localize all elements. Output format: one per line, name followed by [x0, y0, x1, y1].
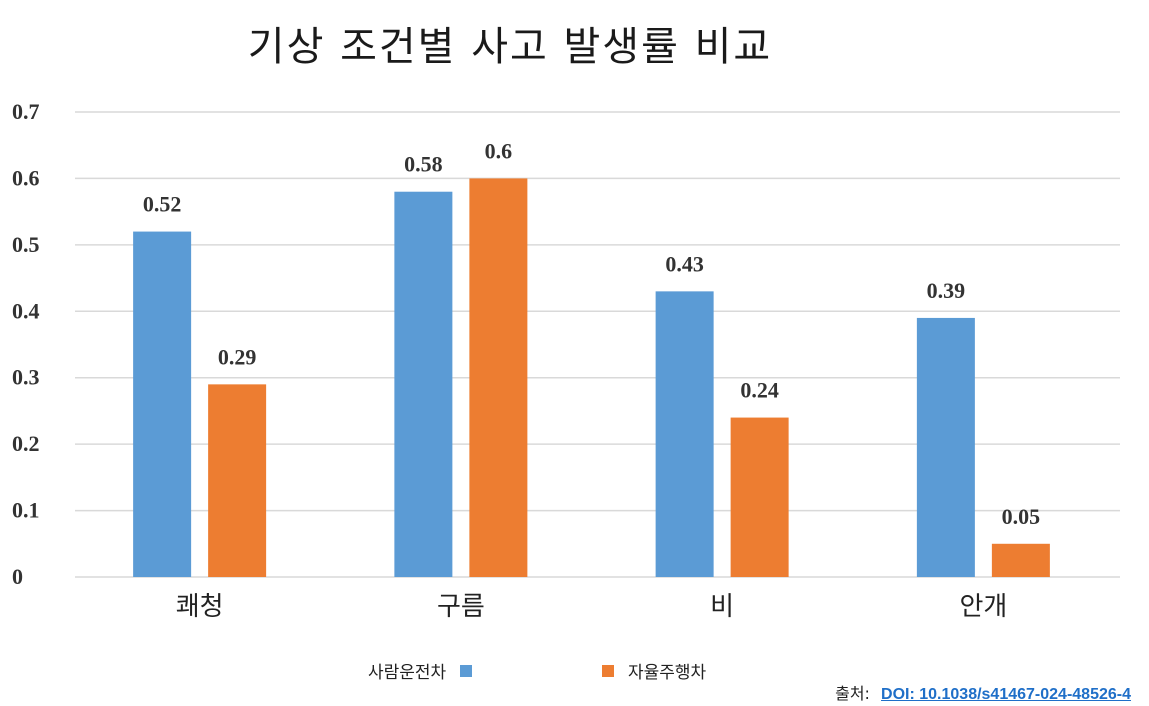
legend-label-human: 사람운전차 [368, 663, 447, 683]
y-tick-label: 0 [12, 564, 23, 589]
data-label: 0.52 [143, 192, 182, 217]
data-label: 0.43 [665, 251, 704, 276]
x-tick-label: 비 [710, 592, 734, 622]
y-tick-label: 0.7 [12, 99, 40, 124]
y-axis-tick-labels: 0 0.1 0.2 0.3 0.4 0.5 0.6 0.7 [12, 99, 40, 589]
x-tick-label: 안개 [959, 592, 1007, 622]
bar-autonomous [991, 543, 1050, 577]
data-label: 0.39 [927, 278, 966, 303]
y-tick-label: 0.1 [12, 498, 40, 523]
bars [133, 178, 1050, 578]
x-axis-tick-labels: 쾌청 구름 비 안개 [176, 592, 1008, 622]
data-labels: 0.52 0.29 0.58 0.6 0.43 0.24 0.39 0.05 [143, 138, 1040, 528]
bar-human [655, 291, 714, 577]
y-tick-label: 0.6 [12, 165, 40, 190]
y-tick-label: 0.2 [12, 431, 40, 456]
bar-human [394, 191, 453, 577]
source-citation: 출처: DOI: 10.1038/s41467-024-48526-4 [835, 680, 1131, 704]
doi-link[interactable]: DOI: 10.1038/s41467-024-48526-4 [881, 686, 1131, 703]
y-tick-label: 0.4 [12, 298, 40, 323]
legend-swatch-autonomous [602, 664, 614, 677]
legend-swatch-human [460, 664, 473, 677]
data-label: 0.58 [404, 152, 443, 177]
bar-autonomous [208, 384, 267, 577]
data-label: 0.6 [485, 138, 513, 163]
bar-autonomous [730, 417, 789, 577]
legend-label-autonomous: 자율주행차 [628, 663, 707, 683]
bar-human [133, 231, 192, 578]
x-tick-label: 구름 [437, 592, 485, 622]
x-tick-label: 쾌청 [176, 592, 224, 622]
y-tick-label: 0.5 [12, 232, 40, 257]
data-label: 0.29 [218, 344, 257, 369]
bar-autonomous [469, 178, 528, 577]
legend-item-human: 사람운전차 [368, 658, 473, 683]
source-label: 출처: [835, 684, 870, 703]
data-label: 0.05 [1002, 504, 1041, 529]
bar-human [916, 317, 975, 577]
y-tick-label: 0.3 [12, 365, 40, 390]
legend-item-autonomous: 자율주행차 [602, 658, 706, 683]
data-label: 0.24 [740, 378, 779, 403]
chart-title: 기상 조건별 사고 발생률 비교 [247, 24, 773, 70]
